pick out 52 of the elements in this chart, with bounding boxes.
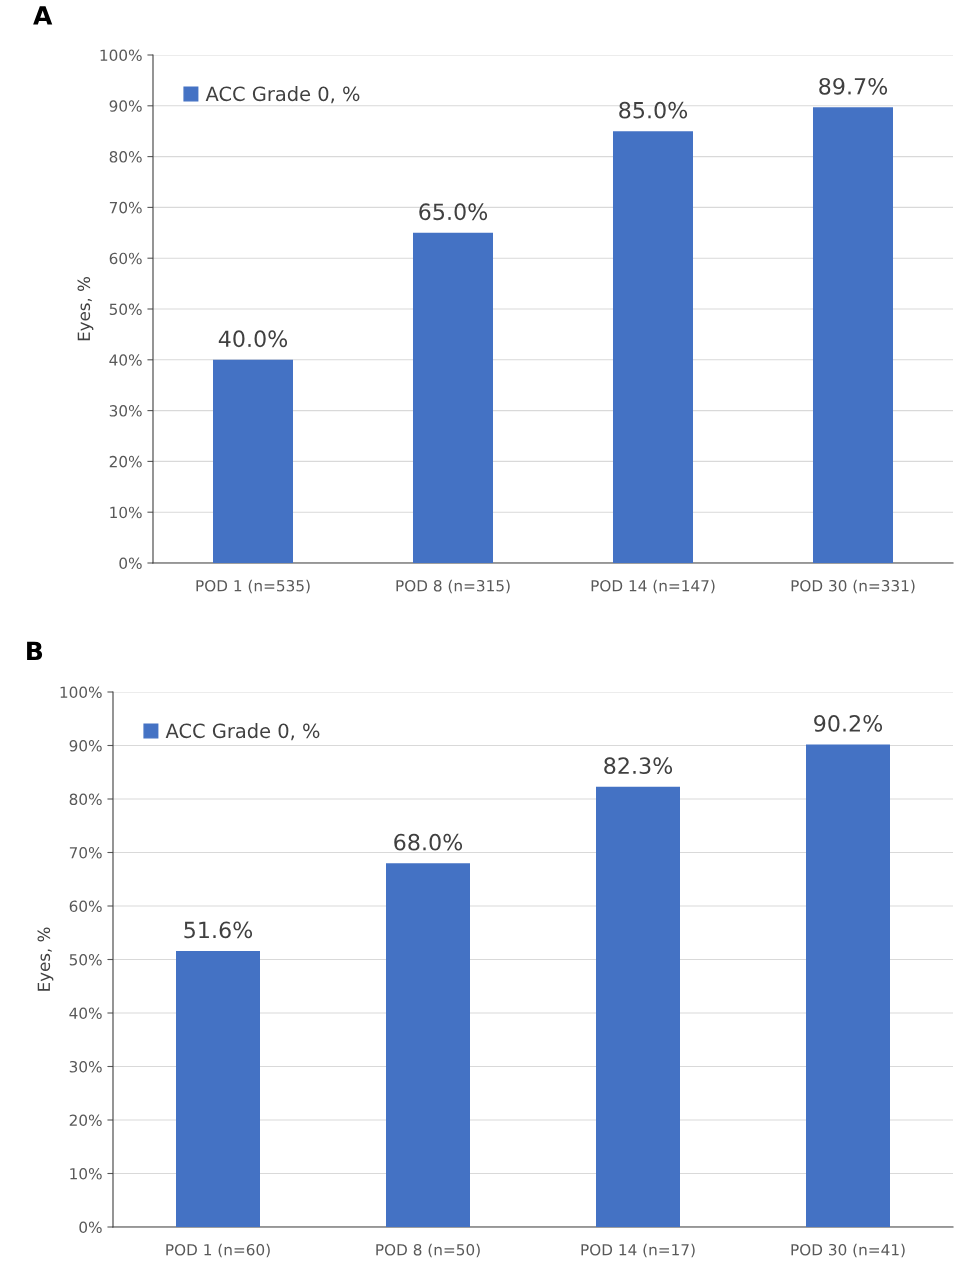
bar bbox=[176, 950, 260, 1227]
bar bbox=[596, 786, 680, 1227]
y-axis-title: Eyes, % bbox=[77, 277, 94, 341]
y-tick-label: 30% bbox=[69, 1060, 102, 1073]
data-label: 85.0% bbox=[619, 101, 688, 119]
y-tick-label: 60% bbox=[109, 252, 142, 265]
y-tick-label: 90% bbox=[69, 739, 102, 752]
data-label: 40.0% bbox=[218, 330, 288, 348]
bar bbox=[813, 107, 893, 563]
legend-label: ACC Grade 0, % bbox=[165, 723, 320, 741]
y-tick-label: 10% bbox=[110, 506, 142, 519]
x-tick-label: POD 8 (n=50) bbox=[376, 1243, 480, 1258]
bar bbox=[613, 131, 693, 563]
x-tick-label: POD 30 (n=41) bbox=[791, 1243, 905, 1258]
bar bbox=[213, 359, 293, 563]
y-tick-label: 50% bbox=[69, 953, 102, 966]
data-label: 89.7% bbox=[819, 77, 888, 95]
bar bbox=[806, 744, 890, 1227]
data-label: 65.0% bbox=[419, 203, 488, 221]
y-tick-label: 70% bbox=[69, 846, 102, 859]
bar bbox=[386, 863, 470, 1227]
y-tick-label: 80% bbox=[109, 151, 142, 163]
y-tick-label: 50% bbox=[109, 303, 142, 316]
data-label: 68.0% bbox=[394, 833, 463, 851]
y-tick-label: 70% bbox=[109, 201, 142, 214]
y-tick-label: 20% bbox=[109, 455, 142, 468]
y-tick-label: 10% bbox=[70, 1167, 102, 1180]
y-tick-label: 0% bbox=[119, 557, 142, 570]
x-tick-label: POD 30 (n=331) bbox=[791, 579, 915, 594]
bar bbox=[413, 232, 493, 563]
x-tick-label: POD 14 (n=17) bbox=[581, 1243, 695, 1258]
x-tick-label: POD 1 (n=535) bbox=[196, 579, 310, 594]
y-tick-label: 90% bbox=[109, 100, 142, 112]
x-tick-label: POD 14 (n=147) bbox=[591, 579, 715, 594]
y-axis-title: Eyes, % bbox=[37, 927, 54, 991]
legend-label: ACC Grade 0, % bbox=[205, 86, 360, 104]
chart-title: B bbox=[27, 641, 43, 661]
y-tick-label: 30% bbox=[109, 405, 142, 417]
chart-title: A bbox=[33, 6, 53, 25]
y-tick-label: 40% bbox=[69, 1007, 102, 1020]
data-label: 51.6% bbox=[184, 921, 253, 939]
y-tick-label: 20% bbox=[69, 1114, 102, 1127]
data-label: 90.2% bbox=[814, 714, 883, 732]
x-tick-label: POD 1 (n=60) bbox=[166, 1243, 270, 1258]
y-tick-label: 40% bbox=[109, 354, 142, 366]
y-tick-label: 80% bbox=[69, 793, 102, 806]
y-tick-label: 60% bbox=[69, 900, 102, 913]
x-tick-label: POD 8 (n=315) bbox=[396, 579, 510, 594]
y-tick-label: 0% bbox=[79, 1221, 102, 1234]
y-tick-label: 100% bbox=[100, 49, 142, 62]
data-label: 82.3% bbox=[604, 757, 673, 775]
y-tick-label: 100% bbox=[60, 686, 102, 699]
